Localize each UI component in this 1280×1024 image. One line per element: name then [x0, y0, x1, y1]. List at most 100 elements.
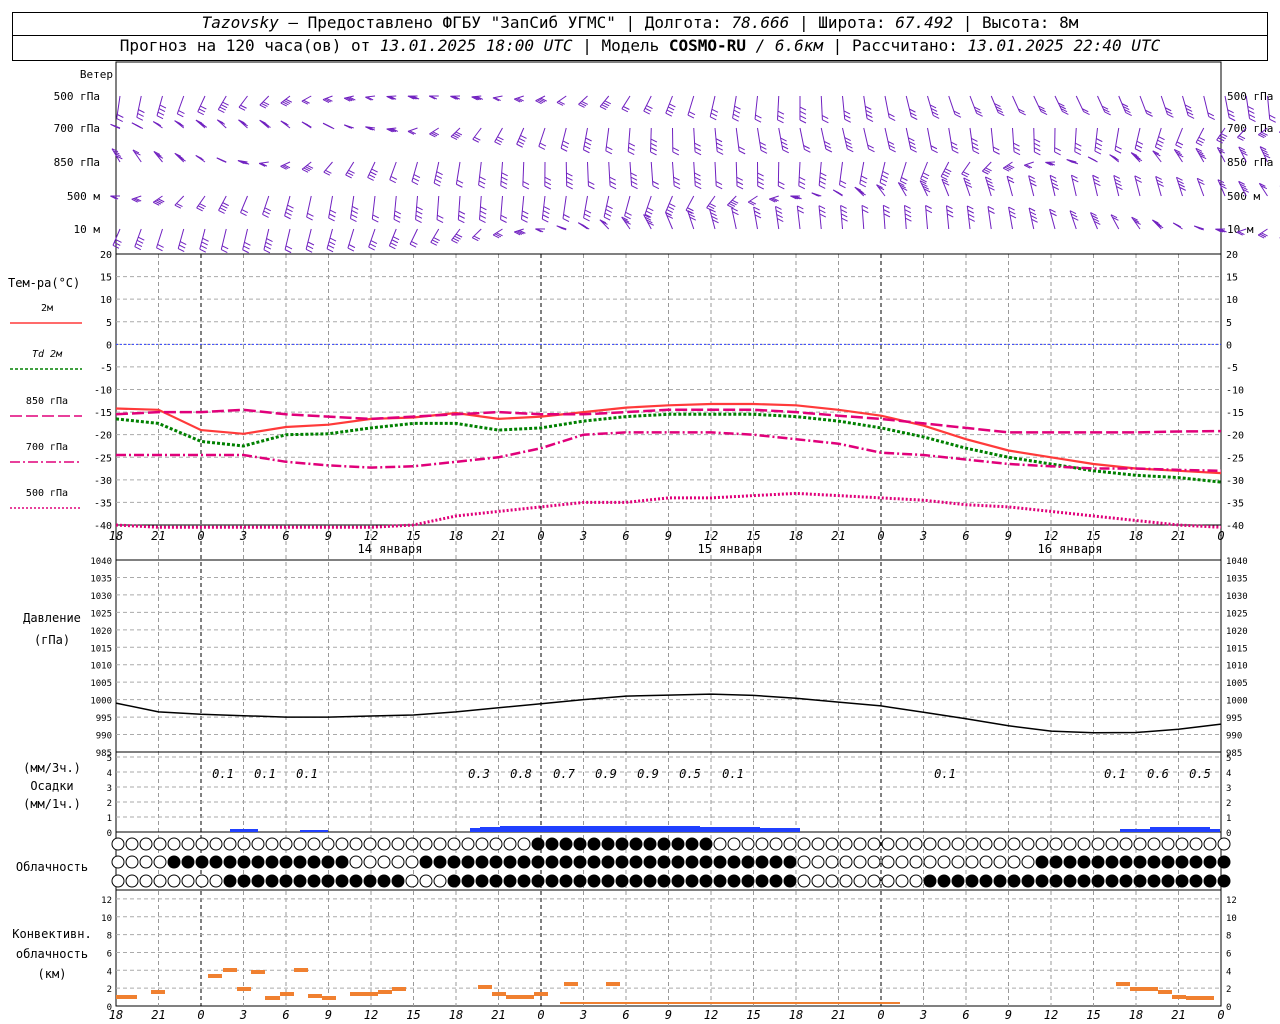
wind-barb-flag [1013, 142, 1020, 147]
calc-time: 13.01.2025 22:40 UTC [967, 36, 1161, 55]
wind-barb-flag [710, 212, 717, 217]
wind-barb-flag [1220, 185, 1227, 190]
wind-barb-flag [132, 149, 140, 154]
cloud-cover-symbol [363, 837, 377, 851]
wind-barb-flag [1238, 180, 1245, 185]
conv-label-2: облачность [16, 947, 88, 961]
wind-barb-flag [521, 218, 528, 223]
wind-barb-flag [325, 169, 332, 174]
wind-barb-flag [543, 206, 550, 211]
wind-barb-flag [644, 216, 652, 221]
wind-barb-flag [673, 185, 681, 190]
cloud-cover-symbol [1203, 837, 1217, 851]
wind-barb-flag [976, 112, 983, 117]
wind-barb-flag [179, 241, 187, 245]
wind-barb-flag [242, 249, 249, 254]
wind-barb-flag [372, 218, 379, 223]
wind-barb-flag [241, 160, 248, 165]
wind-barb-flag [860, 179, 867, 184]
wind-barb-flag [415, 214, 423, 219]
cloud-cover-symbol [181, 855, 195, 869]
wind-barb-flag [110, 195, 117, 200]
wind-barb-flag [1157, 183, 1164, 187]
wind-barb-flag [1050, 212, 1057, 217]
hour-tick-label-bottom: 9 [325, 1008, 332, 1022]
wind-barb-flag [943, 170, 951, 175]
wind-barb-flag [305, 123, 312, 128]
wind-barb-flag [1071, 174, 1078, 179]
wind-barb-flag [988, 210, 995, 214]
wind-barb [535, 95, 546, 102]
wind-barb-flag [1033, 142, 1041, 147]
wind-barb-flag [606, 146, 613, 151]
conv-bar [1158, 990, 1172, 994]
wind-barb-flag [372, 214, 380, 219]
wind-barb-flag [1093, 178, 1100, 183]
wind-barb-flag [1054, 147, 1061, 152]
wind-barb-flag [754, 118, 762, 123]
wind-barb-flag [1094, 182, 1101, 187]
wind-barb-flag [694, 176, 701, 181]
wind-barb-flag [566, 176, 573, 181]
cloud-cover-symbol [979, 855, 993, 869]
wind-barb [1008, 207, 1013, 230]
wind-barb-flag [559, 226, 567, 231]
wind-barb-flag [776, 214, 783, 218]
wind-barb [1049, 209, 1056, 230]
conv-bar [208, 974, 222, 978]
wind-barb-flag [201, 241, 208, 246]
height-value: 8м [1059, 13, 1079, 32]
wind-barb-flag [711, 215, 718, 220]
wind-barb-flag [280, 102, 288, 107]
wind-barb-flag [650, 147, 657, 152]
wind-barb-flag [1114, 178, 1121, 183]
forecast-info-bar: Прогноз на 120 часа(ов) от 13.01.2025 18… [12, 35, 1268, 61]
cloud-cover-symbol [755, 874, 769, 888]
wind-barb-flag [922, 172, 930, 177]
wind-barb [650, 161, 654, 186]
wind-barb-flag [865, 105, 872, 110]
wind-barb-flag [974, 106, 981, 111]
wind-barb [747, 195, 758, 203]
wind-barb-flag [997, 112, 1005, 116]
cloud-cover-symbol [601, 874, 615, 888]
wind-barb [1131, 216, 1141, 230]
wind-barb [1069, 210, 1077, 230]
conv-bar [350, 992, 378, 996]
pressure-tick-right: 990 [1226, 732, 1242, 742]
wind-barb-flag [646, 219, 653, 224]
precip-3h-label: 0.3 [468, 767, 490, 781]
wind-barb-flag [197, 205, 205, 210]
conv-bar [378, 990, 392, 994]
cloud-cover-symbol [853, 874, 867, 888]
wind-barb-flag [953, 110, 961, 115]
wind-barb-flag [929, 104, 937, 109]
provider-text: — Предоставлено ФГБУ "ЗапСиб УГМС" [288, 13, 616, 32]
cloud-cover-symbol [293, 874, 307, 888]
wind-barb-flag [1145, 109, 1152, 114]
wind-barb-flag [1248, 110, 1255, 114]
cloud-cover-symbol [391, 837, 405, 851]
temp-tick-right: 20 [1226, 250, 1238, 261]
wind-barb-flag [196, 207, 203, 212]
wind-barb-flag [365, 96, 372, 101]
conv-tick-right: 8 [1226, 932, 1231, 942]
wind-barb-flag [241, 209, 249, 214]
wind-barb-flag [1013, 146, 1021, 151]
hour-tick-label: 21 [831, 529, 845, 543]
wind-barb-flag [544, 176, 552, 181]
wind-barb [987, 206, 992, 230]
cloud-cover-symbol [1007, 837, 1021, 851]
wind-barb-flag [666, 109, 674, 114]
wind-barb-flag [971, 138, 978, 142]
cloud-cover-symbol [909, 874, 923, 888]
conv-bar [322, 996, 336, 1000]
wind-barb-flag [1039, 108, 1046, 113]
precip-bar [1150, 827, 1210, 832]
conv-bar [265, 996, 280, 1000]
wind-barb-flag [154, 122, 162, 127]
wind-barb-flag [562, 140, 570, 145]
wind-barb-flag [777, 119, 784, 124]
title-bar: Tazovsky — Предоставлено ФГБУ "ЗапСиб УГ… [12, 12, 1268, 36]
wind-barb-flag [558, 100, 565, 105]
